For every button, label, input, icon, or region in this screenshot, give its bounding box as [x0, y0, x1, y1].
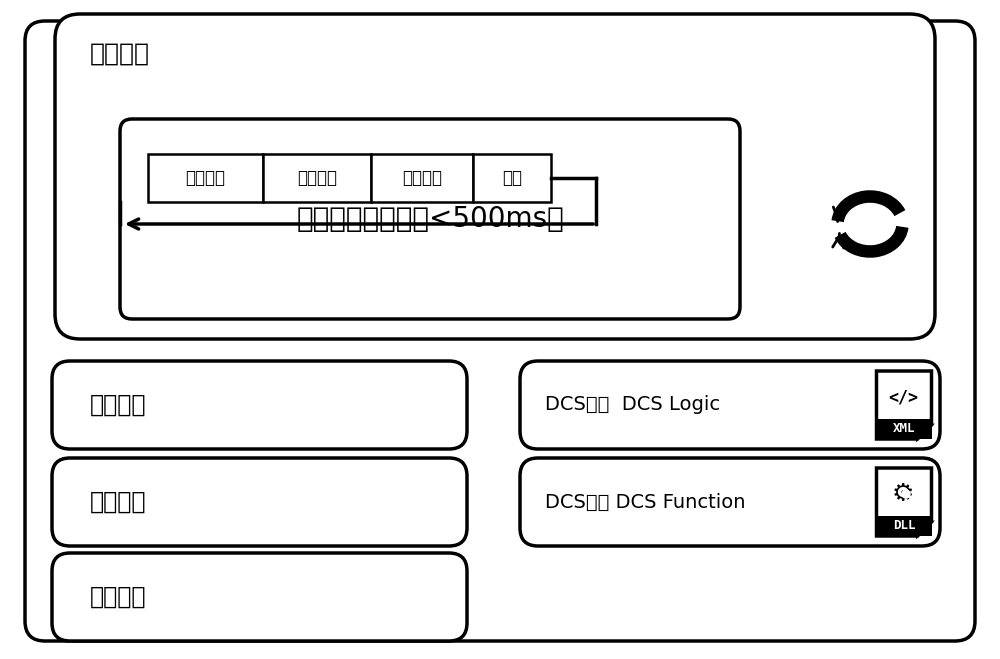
Text: 批线程循环处理（<500ms）: 批线程循环处理（<500ms） [296, 205, 564, 233]
Bar [473, 154, 551, 202]
Text: 连接单元: 连接单元 [90, 393, 146, 417]
Text: </>: </> [888, 388, 918, 406]
Text: DLL: DLL [893, 519, 915, 532]
Text: XML: XML [893, 422, 915, 436]
Text: 输入检查: 输入检查 [186, 169, 226, 187]
Text: DCS函数 DCS Function: DCS函数 DCS Function [545, 492, 746, 511]
FancyBboxPatch shape [25, 21, 975, 641]
FancyBboxPatch shape [120, 119, 740, 319]
Bar [148, 154, 263, 202]
Text: 知识单元: 知识单元 [90, 490, 146, 514]
Text: 能力单元: 能力单元 [90, 585, 146, 609]
Polygon shape [876, 371, 932, 439]
FancyBboxPatch shape [52, 458, 467, 546]
Polygon shape [918, 425, 932, 439]
Text: ⚙: ⚙ [892, 482, 914, 506]
Text: DCS逻辑  DCS Logic: DCS逻辑 DCS Logic [545, 395, 720, 415]
FancyBboxPatch shape [52, 361, 467, 449]
FancyBboxPatch shape [520, 458, 940, 546]
Text: 结果输出: 结果输出 [402, 169, 442, 187]
Text: 其它: 其它 [502, 169, 522, 187]
Text: 模型运算: 模型运算 [297, 169, 337, 187]
Polygon shape [918, 522, 932, 536]
FancyBboxPatch shape [52, 553, 467, 641]
Circle shape [902, 490, 910, 498]
Polygon shape [876, 468, 932, 536]
Bar [876, 418, 932, 439]
Bar [263, 154, 371, 202]
Bar [371, 154, 473, 202]
Text: 控制单元: 控制单元 [90, 42, 150, 66]
FancyBboxPatch shape [55, 14, 935, 339]
FancyBboxPatch shape [520, 361, 940, 449]
Bar [876, 515, 932, 536]
